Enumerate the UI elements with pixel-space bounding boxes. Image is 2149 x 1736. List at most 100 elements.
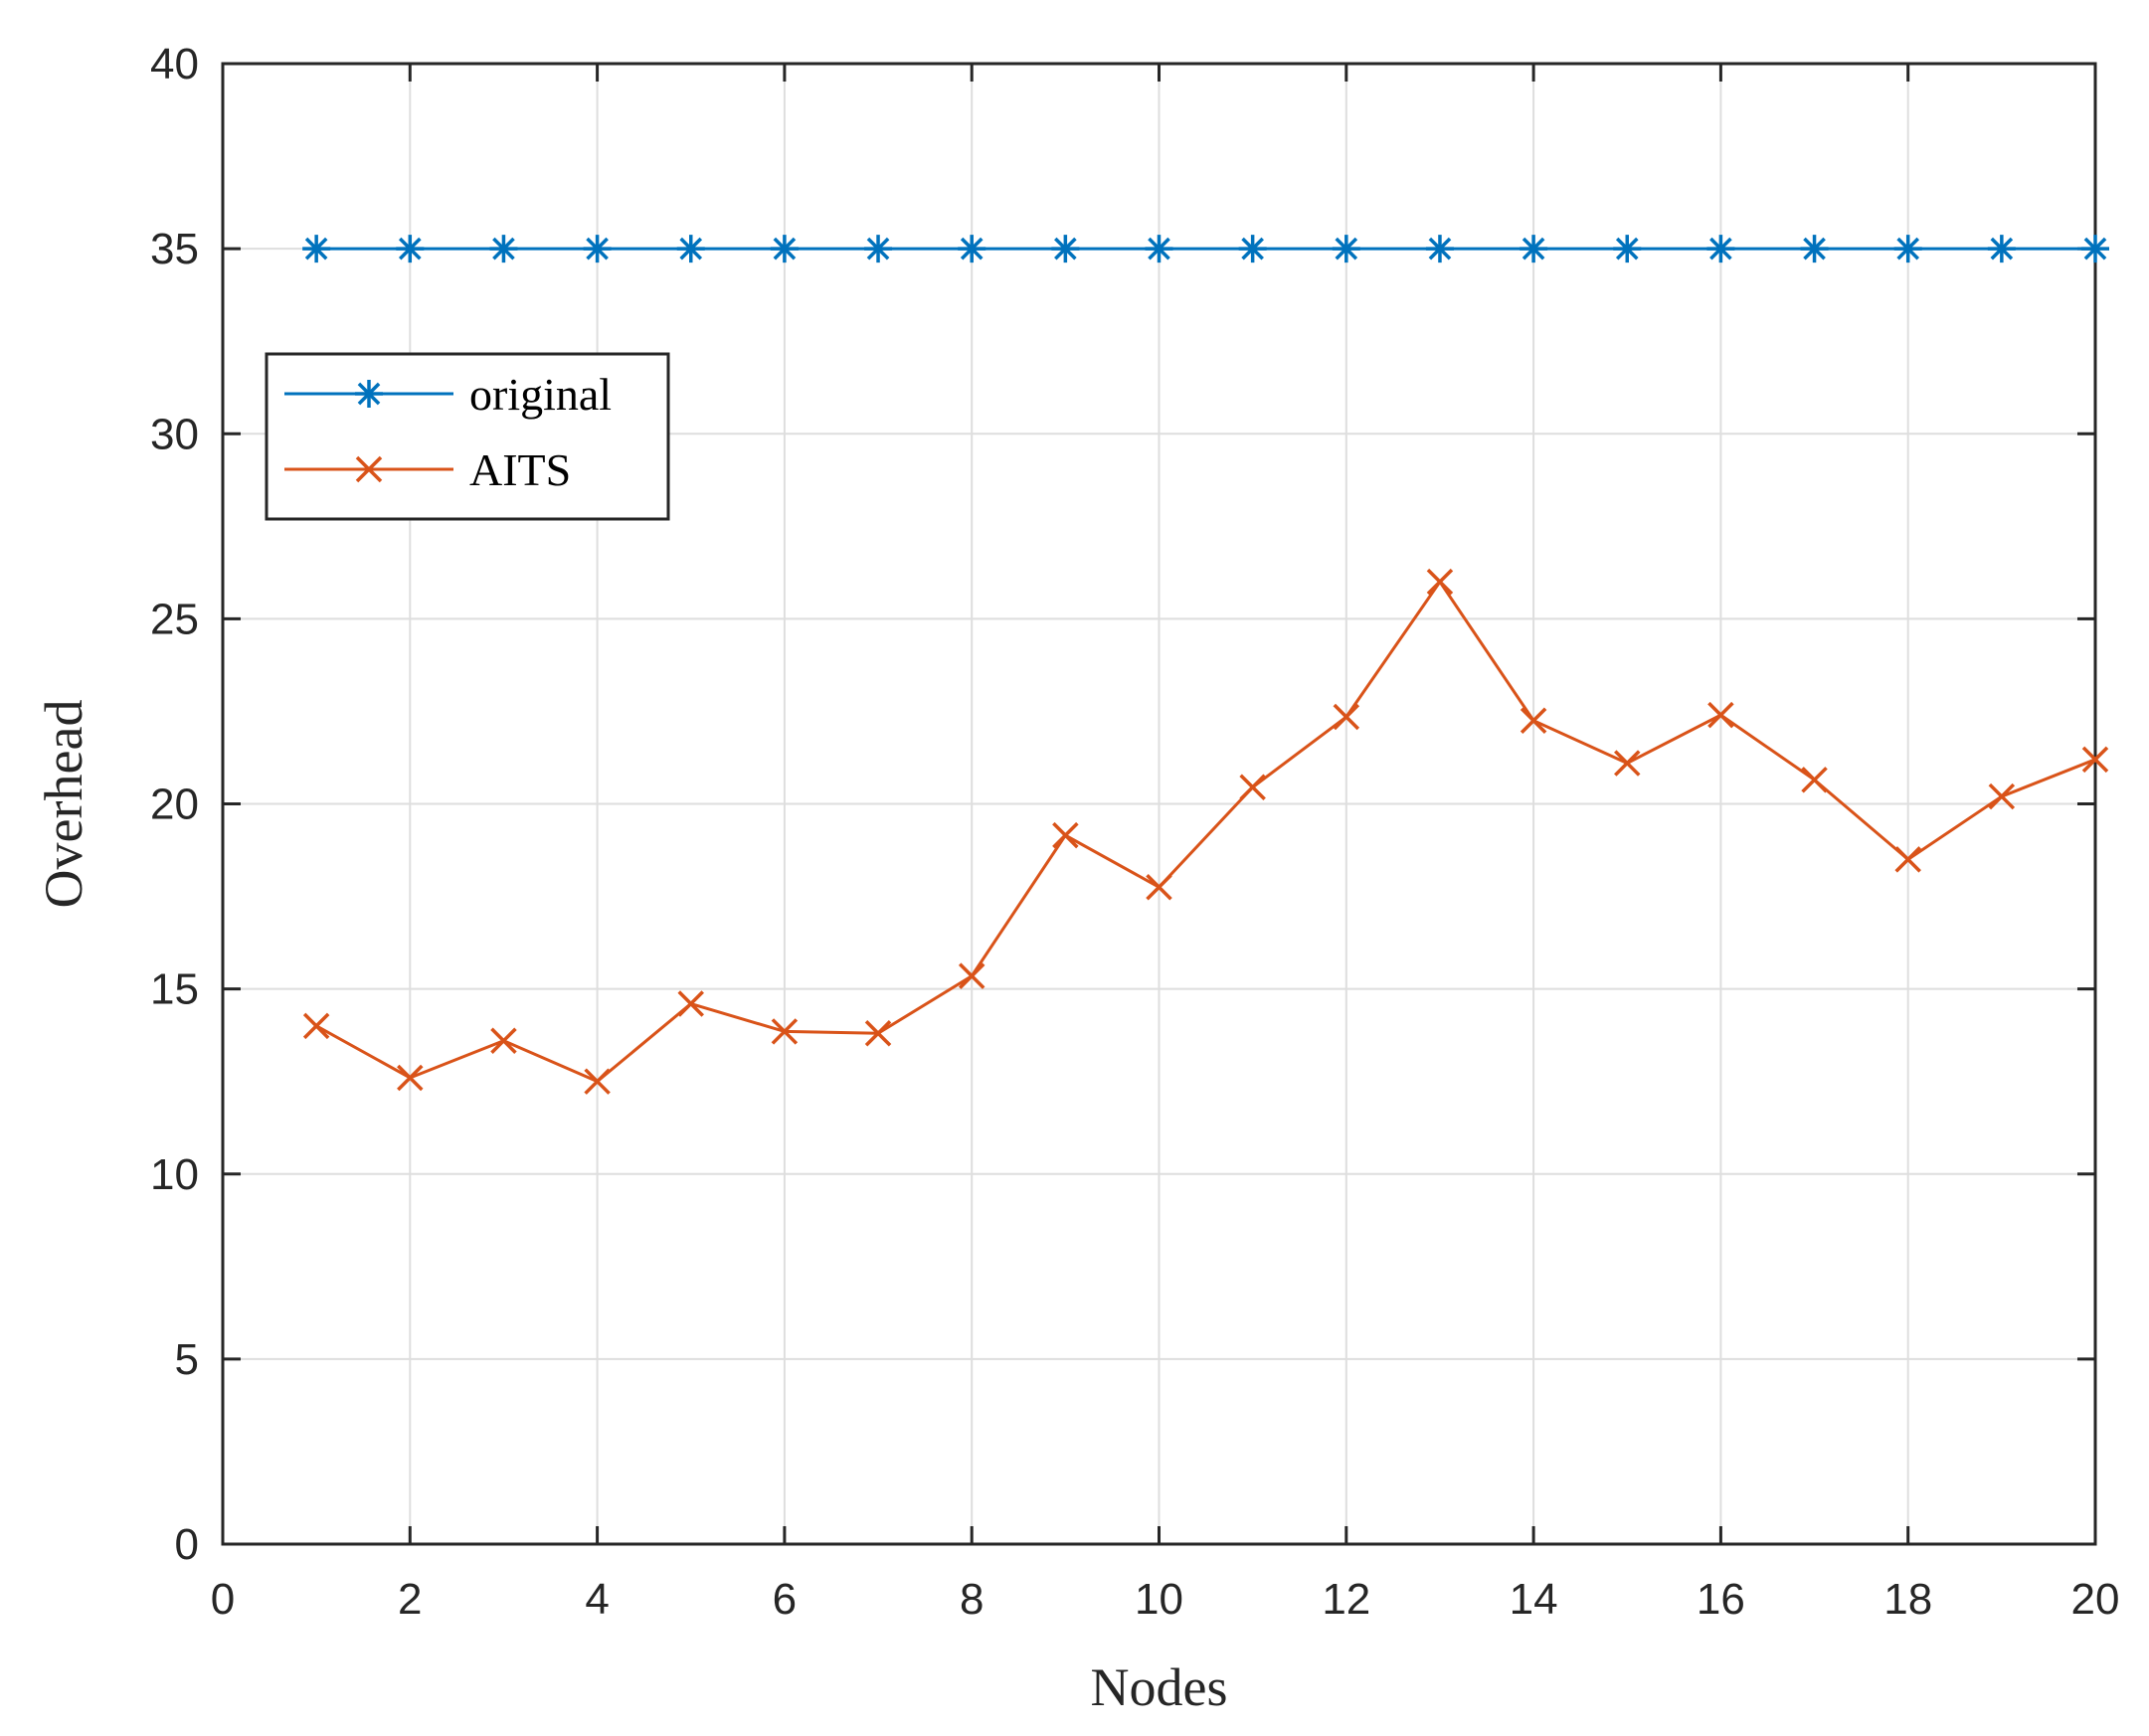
asterisk-stroke (586, 237, 609, 260)
data-point (958, 235, 986, 263)
x-tick-label: 4 (585, 1575, 609, 1624)
legend-label: AITS (469, 444, 571, 495)
x-stroke (771, 1018, 799, 1045)
x-tick-label: 18 (1883, 1575, 1932, 1624)
data-point (1238, 235, 1267, 263)
data-point (1425, 235, 1454, 263)
y-tick-label: 35 (150, 225, 199, 273)
data-point (1801, 767, 1828, 793)
data-point (584, 1068, 611, 1095)
asterisk-stroke (773, 237, 797, 260)
x-stroke (677, 990, 704, 1017)
y-tick-label: 20 (150, 781, 199, 829)
x-tick-label: 0 (211, 1575, 235, 1624)
data-point (1988, 782, 2016, 810)
y-axis-title: Overhead (34, 700, 93, 909)
data-point (1146, 874, 1172, 901)
y-tick-label: 0 (175, 1520, 199, 1569)
asterisk-stroke (1709, 237, 1732, 260)
data-point (1145, 235, 1173, 263)
data-point (1613, 235, 1642, 263)
data-point (1706, 235, 1735, 263)
x-stroke (1614, 750, 1641, 777)
data-point (771, 1018, 799, 1045)
asterisk-stroke (1335, 237, 1358, 260)
legend-marker (355, 455, 383, 483)
x-stroke (1333, 703, 1360, 731)
data-point (583, 235, 612, 263)
series-aits (302, 568, 2109, 1095)
asterisk-stroke (1990, 237, 2014, 260)
asterisk-stroke (1241, 237, 1264, 260)
x-stroke (958, 962, 985, 989)
x-stroke (490, 1027, 517, 1054)
data-point (1051, 235, 1080, 263)
legend: original AITS (265, 352, 670, 521)
x-tick-label: 2 (398, 1575, 422, 1624)
x-tick-label: 14 (1510, 1575, 1558, 1624)
y-tick-label: 30 (150, 410, 199, 458)
data-point (1520, 235, 1548, 263)
asterisk-stroke (1896, 237, 1920, 260)
asterisk-stroke (866, 237, 890, 260)
x-stroke (1146, 874, 1172, 901)
data-point (677, 990, 704, 1017)
x-stroke (1520, 707, 1547, 734)
data-point (2081, 235, 2109, 263)
asterisk-stroke (1615, 237, 1639, 260)
asterisk-stroke (960, 237, 984, 260)
data-point (1893, 235, 1922, 263)
series-original (302, 235, 2109, 263)
asterisk-stroke (357, 382, 381, 406)
data-point (1520, 707, 1547, 734)
asterisk-stroke (1148, 237, 1170, 260)
data-point (1333, 703, 1360, 731)
x-stroke (302, 1012, 330, 1040)
legend-box (265, 352, 670, 521)
data-point (1332, 235, 1360, 263)
data-point (1707, 701, 1734, 729)
x-axis-title: Nodes (1091, 1657, 1228, 1717)
data-point (490, 1027, 517, 1054)
asterisk-stroke (398, 237, 422, 260)
asterisk-stroke (1522, 237, 1545, 260)
x-tick-label: 6 (773, 1575, 797, 1624)
x-stroke (1894, 846, 1921, 873)
data-point (958, 962, 985, 989)
x-stroke (355, 455, 383, 483)
x-stroke (1988, 782, 2016, 810)
asterisk-stroke (2083, 237, 2107, 260)
data-point (1426, 568, 1454, 596)
x-stroke (864, 1020, 892, 1047)
y-tick-label: 40 (150, 40, 199, 88)
data-point (489, 235, 518, 263)
x-stroke (2081, 746, 2109, 774)
x-tick-label: 12 (1322, 1575, 1370, 1624)
series-layer (302, 235, 2109, 1095)
asterisk-stroke (1428, 237, 1452, 260)
x-stroke (1707, 701, 1734, 729)
legend-marker (355, 380, 383, 408)
data-point (864, 235, 893, 263)
x-tick-label: 8 (960, 1575, 984, 1624)
x-stroke (1426, 568, 1454, 596)
x-tick-label: 20 (2071, 1575, 2120, 1624)
data-point (770, 235, 799, 263)
y-tick-label: 10 (150, 1150, 199, 1199)
data-point (1987, 235, 2016, 263)
data-point (2081, 746, 2109, 774)
data-point (1052, 821, 1079, 849)
x-stroke (1801, 767, 1828, 793)
data-point (864, 1020, 892, 1047)
data-point (302, 235, 331, 263)
x-tick-label: 16 (1697, 1575, 1745, 1624)
legend-label: original (469, 369, 612, 420)
legend-item-original: original (284, 369, 612, 420)
asterisk-stroke (304, 237, 328, 260)
data-point (396, 235, 425, 263)
asterisk-stroke (1803, 237, 1826, 260)
asterisk-stroke (679, 237, 703, 260)
legend-item-aits: AITS (284, 444, 571, 495)
